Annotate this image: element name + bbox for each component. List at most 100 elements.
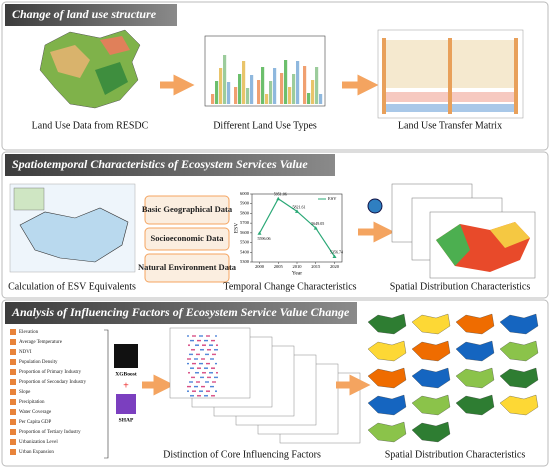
shap-dot xyxy=(212,385,214,388)
factor-label: Proportion of Secondary Industry xyxy=(19,380,87,385)
caption: Spatial Distribution Characteristics xyxy=(385,449,526,460)
section-frame xyxy=(1,1,549,151)
shap-dot xyxy=(211,394,213,397)
shap-dot xyxy=(190,394,192,397)
shap-dot xyxy=(189,385,191,388)
shap-dot xyxy=(204,339,206,342)
factor-icon xyxy=(10,389,16,395)
shap-dot xyxy=(194,390,196,393)
shap-dot xyxy=(206,335,208,337)
shap-dot xyxy=(201,385,203,388)
factor-label: Water Coverage xyxy=(19,410,52,415)
shap-dot xyxy=(211,371,213,374)
shap-dot xyxy=(196,385,198,388)
shap-dot xyxy=(193,348,195,351)
study-area-map xyxy=(19,207,129,263)
model-label: XGBoost xyxy=(115,371,137,377)
shap-dot xyxy=(192,390,194,393)
shap-dot xyxy=(187,385,189,388)
shap-dot xyxy=(200,348,202,351)
caption: Land Use Transfer Matrix xyxy=(398,120,502,131)
shap-dot xyxy=(197,339,199,342)
factor-map xyxy=(455,394,495,416)
shap-dot xyxy=(210,358,212,360)
shap-dot xyxy=(215,362,217,365)
shap-dot xyxy=(215,335,217,337)
data-box xyxy=(144,195,230,225)
shap-dot xyxy=(187,335,189,337)
shap-dot xyxy=(195,371,197,374)
map-region xyxy=(100,36,130,55)
data-source: Basic Geographical Data xyxy=(142,204,233,214)
shap-dot xyxy=(207,376,209,379)
value-label: 5356.74 xyxy=(330,249,343,254)
shap-dot xyxy=(206,390,208,393)
shap-icon xyxy=(116,394,136,414)
shap-dot xyxy=(204,394,206,397)
shap-dot xyxy=(190,367,192,370)
section-title: Analysis of Influencing Factors of Ecosy… xyxy=(11,305,350,319)
shap-dot xyxy=(197,371,199,374)
bracket xyxy=(104,329,109,459)
shap-dot xyxy=(209,344,211,347)
shap-dot xyxy=(213,339,215,342)
shap-dot xyxy=(211,367,213,370)
factor-icon xyxy=(10,409,16,415)
caption: Calculation of ESV Equivalents xyxy=(8,281,136,292)
bar-image-bar xyxy=(319,94,323,104)
factor-map xyxy=(455,313,495,335)
shap-dot xyxy=(198,381,200,383)
shap-dot xyxy=(202,344,204,347)
shap-dot xyxy=(188,371,190,374)
bar-image-bar xyxy=(269,81,273,104)
x-tick-label: 2015 xyxy=(311,264,321,269)
factor-label: Urbanization Level xyxy=(19,440,58,445)
factor-map xyxy=(499,367,539,389)
shap-dot xyxy=(199,394,201,397)
factor-label: Precipitation xyxy=(19,400,45,405)
inset-map xyxy=(13,187,45,211)
legend-label: ESV xyxy=(328,196,337,201)
shap-dot xyxy=(197,394,199,397)
bar-image-bar xyxy=(211,94,215,104)
shap-dot xyxy=(204,371,206,374)
caption: Different Land Use Types xyxy=(213,120,317,131)
shap-dot xyxy=(215,390,217,393)
data-source: Natural Environment Data xyxy=(138,262,237,272)
shap-dot xyxy=(203,358,205,360)
shap-dot xyxy=(209,348,211,351)
value-label: 5596.06 xyxy=(258,236,271,241)
bar-image-bar xyxy=(280,73,284,104)
plus-sign: + xyxy=(123,380,129,391)
map-region xyxy=(50,45,90,78)
esv-map-region xyxy=(436,224,470,266)
sankey-node xyxy=(514,38,518,114)
value-label: 5951.06 xyxy=(274,192,287,197)
shap-dot xyxy=(199,390,201,393)
shap-dot xyxy=(188,344,190,347)
shap-dot xyxy=(197,367,199,370)
y-tick-label: 5500 xyxy=(240,240,250,245)
shap-dot xyxy=(199,367,201,370)
bar-image-bar xyxy=(288,87,292,104)
factor-label: Proportion of Primary Industry xyxy=(19,370,82,375)
shap-dot xyxy=(196,358,198,360)
shap-dot xyxy=(200,376,202,379)
x-tick-label: 2000 xyxy=(255,264,265,269)
shap-dot xyxy=(193,376,195,379)
shap-dot xyxy=(187,362,189,365)
shap-dot xyxy=(187,358,189,360)
shap-card xyxy=(169,327,251,399)
factor-map xyxy=(367,313,407,335)
bar-image-bar xyxy=(234,87,238,104)
shap-dot xyxy=(206,362,208,365)
shap-dot xyxy=(205,381,207,383)
caption: Temporal Change Characteristics xyxy=(223,281,356,292)
shap-dot xyxy=(194,385,196,388)
factor-map xyxy=(411,340,451,362)
shap-dot xyxy=(210,385,212,388)
esv-point xyxy=(295,209,299,213)
bar-image-bar xyxy=(238,74,242,104)
shap-dot xyxy=(194,358,196,360)
bar-image-bar xyxy=(257,80,261,104)
